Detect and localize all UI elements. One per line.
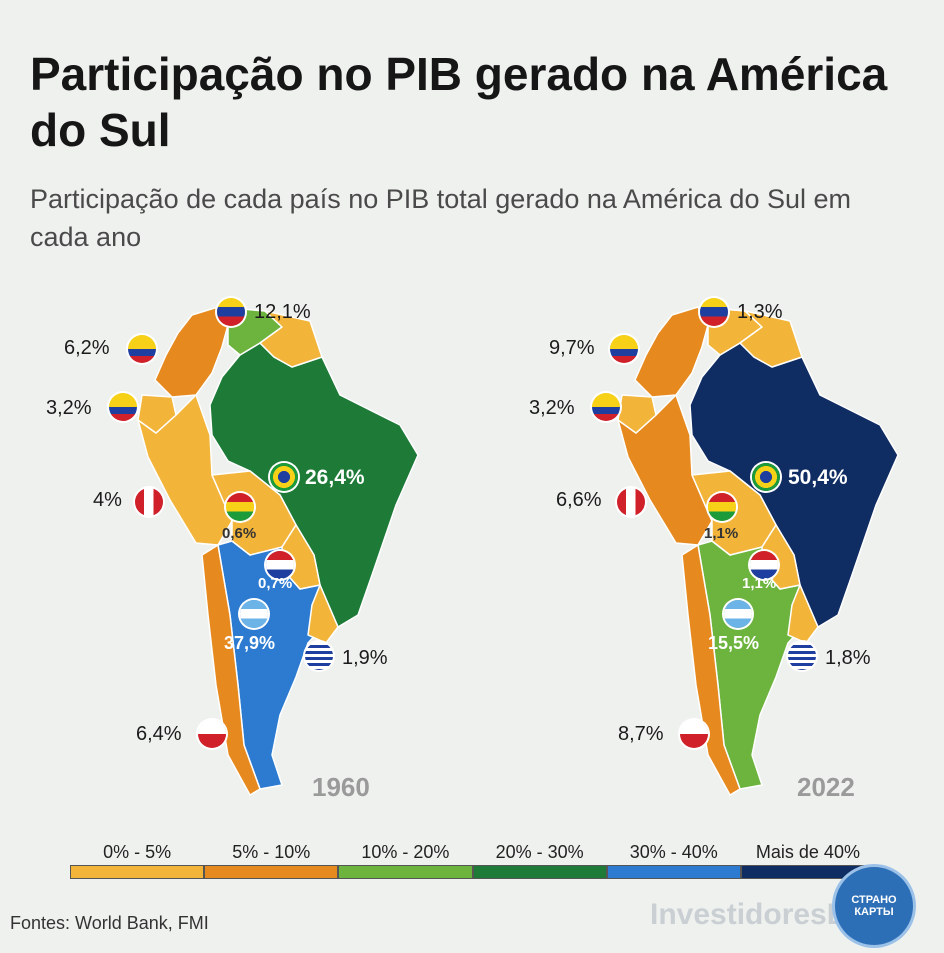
uruguay-value-1960: 1,9% bbox=[342, 647, 388, 669]
legend-swatch bbox=[606, 865, 741, 879]
colombia-value-1960: 6,2% bbox=[64, 337, 110, 359]
guianas-region bbox=[739, 310, 803, 368]
legend-label: Mais de 40% bbox=[755, 842, 860, 862]
ecuador-region bbox=[617, 394, 657, 434]
peru-value-1960: 4% bbox=[93, 489, 122, 511]
paraguay-value-2022: 1,1% bbox=[742, 575, 777, 592]
chile-flag-icon bbox=[198, 720, 226, 748]
map-1960 bbox=[137, 306, 419, 796]
uruguay-region bbox=[787, 584, 819, 644]
chile-region bbox=[201, 544, 261, 796]
uruguay-flag-icon bbox=[305, 642, 333, 670]
peru-flag-icon bbox=[617, 488, 645, 516]
bolivia-flag-icon bbox=[226, 493, 254, 521]
legend-color-bar bbox=[70, 865, 876, 879]
uruguay-flag-icon bbox=[788, 642, 816, 670]
year-label-1960: 1960 bbox=[312, 772, 370, 802]
peru-value-2022: 6,6% bbox=[556, 489, 602, 511]
bolivia-value-1960: 0,6% bbox=[222, 525, 257, 542]
legend-swatch bbox=[472, 865, 607, 879]
brazil-flag-icon bbox=[752, 463, 780, 491]
colombia-flag-icon bbox=[128, 335, 156, 363]
venezuela-value-2022: 1,3% bbox=[737, 301, 783, 323]
argentina-flag-icon bbox=[724, 600, 752, 628]
legend-swatch bbox=[204, 865, 339, 879]
ecuador-region bbox=[137, 394, 177, 434]
map-2022 bbox=[617, 306, 899, 796]
ecuador-value-2022: 3,2% bbox=[529, 397, 575, 419]
argentina-flag-icon bbox=[240, 600, 268, 628]
legend-label: 5% - 10% bbox=[232, 842, 311, 862]
brazil-value-2022: 50,4% bbox=[788, 466, 848, 489]
chile-value-1960: 6,4% bbox=[136, 723, 182, 745]
year-label-2022: 2022 bbox=[797, 772, 855, 802]
ecuador-value-1960: 3,2% bbox=[46, 397, 92, 419]
chile-region bbox=[681, 544, 741, 796]
legend-labels: 0% - 5% 5% - 10% 10% - 20% 20% - 30% 30%… bbox=[70, 842, 875, 863]
venezuela-flag-icon bbox=[217, 298, 245, 326]
paraguay-flag-icon bbox=[750, 551, 778, 579]
bolivia-value-2022: 1,1% bbox=[704, 525, 739, 542]
legend-label: 0% - 5% bbox=[103, 842, 172, 862]
uruguay-region bbox=[307, 584, 339, 644]
maps-container: 12,1% 6,2% 3,2% 4% 26,4% 0,6% 0,7% 37,9%… bbox=[0, 285, 944, 805]
venezuela-value-1960: 12,1% bbox=[254, 301, 311, 323]
uruguay-value-2022: 1,8% bbox=[825, 647, 871, 669]
venezuela-flag-icon bbox=[700, 298, 728, 326]
ecuador-flag-icon bbox=[592, 393, 620, 421]
source-note: Fontes: World Bank, FMI bbox=[10, 913, 209, 933]
brazil-flag-icon bbox=[270, 463, 298, 491]
colombia-flag-icon bbox=[610, 335, 638, 363]
legend-label: 10% - 20% bbox=[361, 842, 450, 862]
legend-swatch bbox=[338, 865, 473, 879]
brazil-value-1960: 26,4% bbox=[305, 466, 365, 489]
chart-subtitle: Participação de cada país no PIB total g… bbox=[30, 184, 851, 252]
paraguay-value-1960: 0,7% bbox=[258, 575, 293, 592]
argentina-value-2022: 15,5% bbox=[708, 633, 760, 653]
colombia-value-2022: 9,7% bbox=[549, 337, 595, 359]
chart-title: Participação no PIB gerado na América do… bbox=[30, 48, 888, 156]
argentina-value-1960: 37,9% bbox=[224, 633, 276, 653]
chile-flag-icon bbox=[680, 720, 708, 748]
colombia-region bbox=[634, 306, 709, 398]
legend-label: 20% - 30% bbox=[495, 842, 584, 862]
chile-value-2022: 8,7% bbox=[618, 723, 664, 745]
peru-flag-icon bbox=[135, 488, 163, 516]
legend-swatch bbox=[70, 865, 205, 879]
paraguay-flag-icon bbox=[266, 551, 294, 579]
legend-label: 30% - 40% bbox=[629, 842, 718, 862]
strano-karty-badge: СТРАНО КАРТЫ bbox=[835, 867, 913, 945]
ecuador-flag-icon bbox=[109, 393, 137, 421]
guianas-region bbox=[259, 310, 323, 368]
bolivia-flag-icon bbox=[708, 493, 736, 521]
colombia-region bbox=[154, 306, 229, 398]
